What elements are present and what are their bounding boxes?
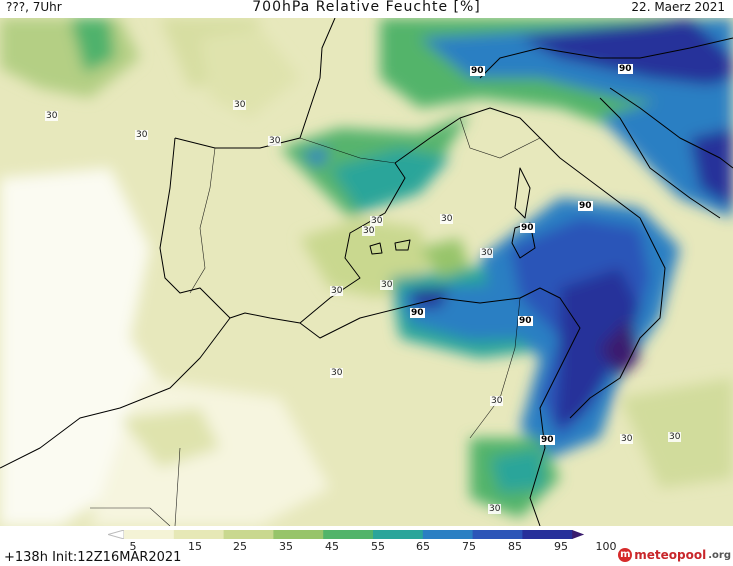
contour-label: 30: [668, 432, 682, 442]
colorbar-swatch: [124, 530, 175, 539]
meteopool-logo: m meteopool .org: [618, 548, 731, 562]
colorbar-tick-label: 45: [325, 540, 339, 553]
colorbar-tick-label: 75: [462, 540, 476, 553]
contour-label: 30: [330, 286, 344, 296]
valid-date-label: 22. Maerz 2021: [631, 0, 725, 14]
borders: [90, 117, 541, 526]
valid-time-label: ???, 7Uhr: [6, 0, 62, 14]
contour-label: 90: [470, 66, 485, 76]
colorbar-tick-label: 85: [508, 540, 522, 553]
contour-label: 30: [488, 504, 502, 514]
contour-label: 90: [520, 223, 535, 233]
run-info: +138h Init:12Z16MAR2021: [4, 550, 182, 565]
meteopool-logo-icon: m: [618, 548, 633, 562]
colorbar-swatch: [173, 530, 225, 539]
colorbar-tick-label: 55: [371, 540, 385, 553]
colorbar-swatch: [323, 530, 374, 539]
contour-label: 30: [233, 100, 247, 110]
contour-label: 30: [370, 216, 384, 226]
colorbar-swatch: [273, 530, 324, 539]
colorbar-tick-label: 100: [595, 540, 617, 553]
contour-label: 90: [410, 308, 425, 318]
logo-tld: .org: [708, 549, 731, 561]
colorbar-tick-label: 95: [554, 540, 568, 553]
contour-label: 30: [330, 368, 344, 378]
colorbar-swatch: [472, 530, 523, 539]
contour-label: 30: [440, 214, 454, 224]
colorbar-swatch: [422, 530, 474, 539]
map-title: 700hPa Relative Feuchte [%]: [252, 0, 481, 15]
colorbar-tick-label: 65: [416, 540, 430, 553]
colorbar-tick-label: 15: [188, 540, 202, 553]
colorbar: [108, 530, 585, 539]
contour-label: 30: [135, 130, 149, 140]
contour-label: 90: [578, 201, 593, 211]
contour-label: 30: [268, 136, 282, 146]
contour-label: 30: [362, 226, 376, 236]
humidity-map-canvas: [0, 18, 733, 526]
colorbar-tick-label: 25: [233, 540, 247, 553]
colorbar-swatch: [223, 530, 274, 539]
colorbar-tick-label: 35: [279, 540, 293, 553]
colorbar-swatch: [522, 530, 573, 539]
contour-label: 30: [45, 111, 59, 121]
contour-label: 30: [480, 248, 494, 258]
colorbar-swatch: [373, 530, 424, 539]
contour-label: 90: [540, 435, 555, 445]
contour-label: 90: [518, 316, 533, 326]
colorbar-max-arrow: [572, 530, 585, 539]
contour-label: 30: [620, 434, 634, 444]
map-header: ???, 7Uhr 700hPa Relative Feuchte [%] 22…: [0, 0, 733, 18]
contour-label: 90: [618, 64, 633, 74]
colorbar-min-arrow: [108, 530, 125, 539]
colorbar-legend: 5 15 25 35 45 55 65 75 85 95 100 +138h Init:12Z16M…: [0, 526, 733, 566]
logo-name: meteopool: [634, 548, 707, 562]
colorbar-tick-label: 5: [129, 540, 137, 553]
contour-label: 30: [490, 396, 504, 406]
contour-label: 30: [380, 280, 394, 290]
humidity-map: 30 30 30 30 30 30 30 30 30 30 30 30 30 30 30 90 90 90 90 90…: [0, 18, 733, 526]
